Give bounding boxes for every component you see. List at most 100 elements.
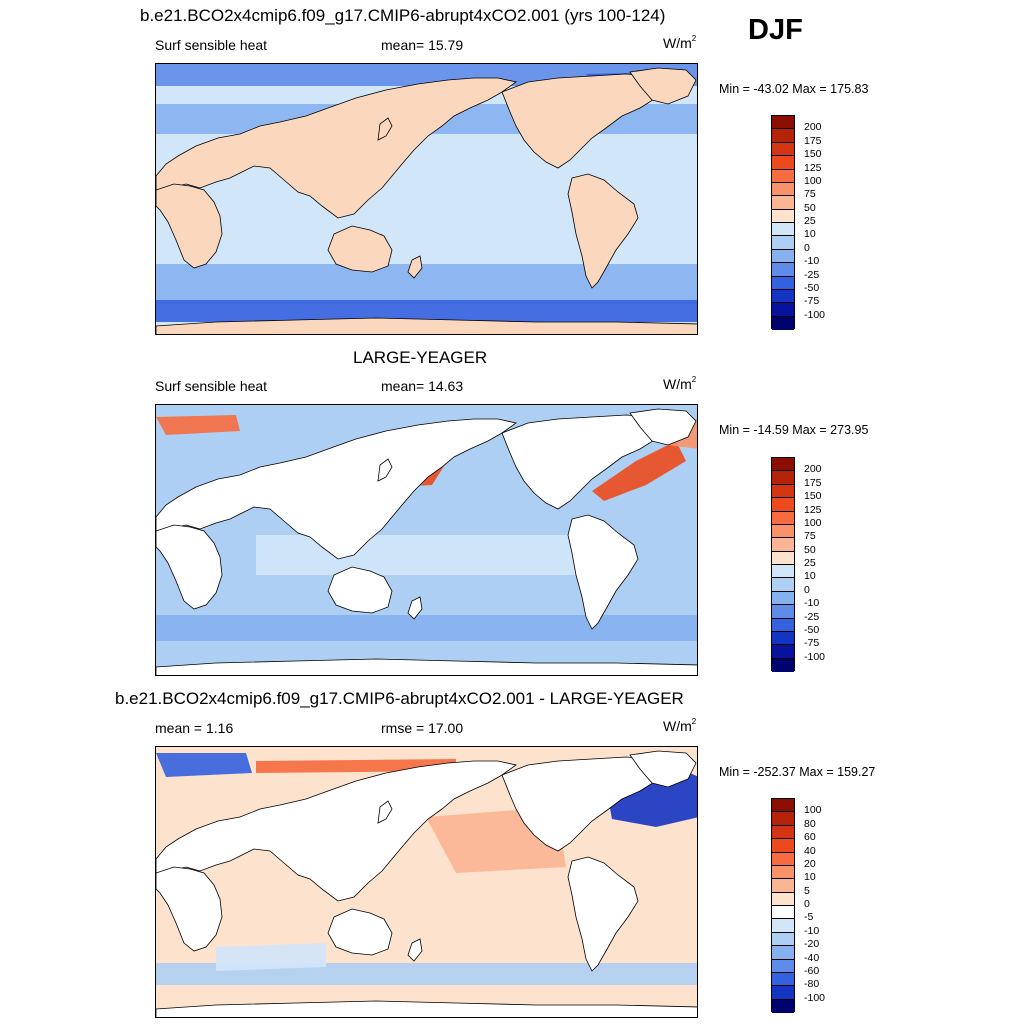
- colorbar-swatch: [772, 209, 794, 223]
- colorbar-tick-label: 125: [804, 161, 822, 174]
- colorbar-tick-label: -10: [804, 597, 820, 610]
- colorbar-swatch: [772, 458, 794, 472]
- colorbar-tick-label: -75: [804, 637, 820, 650]
- colorbar-swatch: [772, 303, 794, 317]
- colorbar-tick-label: 150: [804, 148, 822, 161]
- colorbar-swatch: [772, 276, 794, 290]
- colorbar-tick-label: -50: [804, 281, 820, 294]
- colorbar-tick-label: 150: [804, 490, 822, 503]
- field-southern-ocean-band: [156, 264, 697, 304]
- colorbar-swatch: [772, 919, 794, 933]
- map-canvas: [156, 747, 697, 1017]
- colorbar-swatch: [772, 538, 794, 552]
- colorbar-tick-label: 125: [804, 503, 822, 516]
- land-south-america: [567, 856, 639, 972]
- colorbar-tick-label: -10: [804, 924, 820, 937]
- panel3-units: W/m2: [663, 717, 697, 734]
- land-antarctica: [156, 1000, 697, 1017]
- colorbar-swatch: [772, 142, 794, 157]
- land-antarctica: [156, 658, 697, 675]
- field-antarctic-coast: [156, 300, 697, 322]
- colorbar-tick-label: 100: [804, 516, 822, 529]
- map-canvas: [156, 64, 697, 334]
- colorbar-tick-label: 50: [804, 201, 816, 214]
- colorbar-tick-label: 100: [804, 804, 822, 817]
- land-africa: [156, 866, 223, 952]
- colorbar-tick-label: 100: [804, 174, 822, 187]
- field-gulf-stream: [592, 441, 686, 501]
- colorbar-tick-label: 10: [804, 570, 816, 583]
- colorbar-swatch: [772, 986, 794, 1000]
- colorbar-tick-label: -75: [804, 295, 820, 308]
- land-greenland: [629, 67, 697, 105]
- panel2-title: LARGE-YEAGER: [353, 348, 488, 367]
- colorbar-swatch: [772, 892, 794, 906]
- colorbar-swatch: [772, 972, 794, 987]
- panel1-minmax: Min = -43.02 Max = 175.83: [719, 82, 869, 96]
- colorbar-swatch: [772, 946, 794, 960]
- field-barents-warm: [156, 415, 240, 435]
- colorbar-swatch: [772, 812, 794, 826]
- colorbar-tick-label: 0: [804, 898, 810, 910]
- colorbar-tick-label: 10: [804, 228, 816, 241]
- panel1-colorbar: [771, 115, 795, 330]
- land-japan: [377, 458, 393, 482]
- land-australia: [327, 566, 393, 614]
- land-eurasia: [156, 77, 517, 219]
- colorbar-swatch: [772, 591, 794, 606]
- colorbar-swatch: [772, 839, 794, 853]
- colorbar-swatch: [772, 223, 794, 237]
- land-australia: [327, 908, 393, 956]
- land-new-zealand: [407, 255, 423, 279]
- land-new-zealand: [407, 938, 423, 962]
- colorbar-tick-label: -100: [804, 650, 826, 663]
- map-canvas: [156, 405, 697, 675]
- colorbar-swatch: [772, 289, 794, 304]
- colorbar-swatch: [772, 578, 794, 592]
- colorbar-tick-label: -60: [804, 964, 820, 977]
- colorbar-tick-label: 25: [804, 557, 816, 569]
- colorbar-swatch: [772, 618, 794, 632]
- colorbar-tick-label: 10: [804, 871, 816, 884]
- land-greenland: [629, 750, 697, 788]
- land-africa: [156, 183, 223, 269]
- colorbar-swatch: [772, 645, 794, 659]
- panel1-variable-label: Surf sensible heat: [155, 37, 268, 53]
- land-japan: [377, 117, 393, 141]
- panel1-map: [155, 63, 698, 335]
- land-north-america: [501, 414, 665, 510]
- colorbar-swatch: [772, 182, 794, 197]
- colorbar-swatch: [772, 498, 794, 512]
- colorbar-tick-label: -20: [804, 938, 820, 951]
- colorbar-swatch: [772, 879, 794, 893]
- panel3-minmax: Min = -252.37 Max = 159.27: [719, 765, 876, 779]
- field-southern-band: [156, 615, 697, 641]
- colorbar-swatch: [772, 156, 794, 170]
- colorbar-swatch: [772, 511, 794, 525]
- colorbar-tick-label: 25: [804, 215, 816, 227]
- colorbar-tick-label: 20: [804, 857, 816, 870]
- colorbar-swatch: [772, 263, 794, 277]
- colorbar-tick-label: 75: [804, 530, 816, 543]
- colorbar-swatch: [772, 565, 794, 579]
- field-arctic-neg: [156, 753, 252, 777]
- colorbar-tick-label: -40: [804, 951, 820, 964]
- land-japan: [377, 800, 393, 824]
- colorbar-swatch: [772, 959, 794, 973]
- land-north-america: [501, 73, 665, 169]
- colorbar-swatch: [772, 999, 794, 1013]
- panel2-variable-label: Surf sensible heat: [155, 378, 268, 394]
- colorbar-swatch: [772, 852, 794, 866]
- colorbar-tick-label: 75: [804, 188, 816, 201]
- colorbar-tick-label: 0: [804, 241, 810, 254]
- field-tropical-calm: [256, 535, 576, 575]
- colorbar-tick-label: -10: [804, 255, 820, 268]
- colorbar-swatch: [772, 471, 794, 485]
- panel3-map: [155, 746, 698, 1018]
- colorbar-swatch: [772, 524, 794, 539]
- panel2-minmax: Min = -14.59 Max = 273.95: [719, 423, 869, 437]
- field-indian-neg: [216, 943, 326, 971]
- colorbar-swatch: [772, 129, 794, 143]
- panel1-mean-label: mean= 15.79: [381, 37, 464, 53]
- panel2-colorbar: [771, 457, 795, 672]
